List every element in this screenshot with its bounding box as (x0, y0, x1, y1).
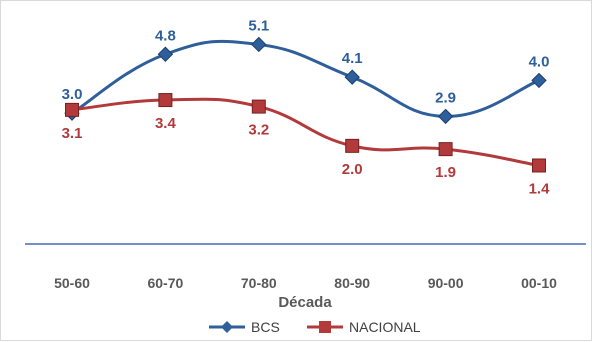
legend-label-bcs: BCS (251, 319, 280, 335)
legend-marker-square-icon (319, 321, 331, 333)
data-point-bcs (344, 69, 360, 85)
x-tick-label: 50-60 (54, 275, 90, 291)
data-label-nacional: 3.4 (155, 115, 177, 132)
x-tick-label: 90-00 (428, 275, 464, 291)
series-line-nacional (71, 97, 540, 167)
legend: BCS NACIONAL (209, 319, 421, 335)
data-point-bcs (531, 72, 547, 89)
data-label-bcs: 3.0 (62, 86, 83, 103)
data-label-nacional: 2.0 (342, 161, 363, 178)
data-point-nacional (438, 142, 453, 157)
data-label-bcs: 4.8 (155, 27, 176, 44)
data-point-nacional (251, 99, 266, 114)
data-label-nacional: 1.9 (435, 164, 456, 181)
data-label-nacional: 3.1 (62, 125, 83, 142)
data-label-nacional: 3.2 (248, 122, 269, 139)
series-line-bcs (71, 39, 540, 118)
x-tick-label: 70-80 (241, 275, 277, 291)
data-point-nacional (65, 102, 79, 117)
series-layer (64, 36, 547, 173)
data-label-bcs: 2.9 (435, 89, 456, 106)
data-label-bcs: 4.1 (342, 50, 363, 67)
data-label-bcs: 5.1 (248, 17, 269, 34)
x-tick-label: 80-90 (334, 275, 370, 291)
x-axis-title: Década (278, 294, 332, 311)
data-label-nacional: 1.4 (529, 180, 551, 197)
x-tick-label: 00-10 (521, 275, 557, 291)
data-point-nacional (158, 93, 173, 108)
data-point-nacional (532, 158, 546, 173)
data-point-bcs (251, 36, 267, 53)
data-point-nacional (345, 138, 360, 153)
data-label-bcs: 4.0 (529, 53, 550, 70)
x-tick-layer: 50-60 60-70 70-80 80-90 90-00 00-10 (54, 275, 557, 291)
data-point-bcs (437, 108, 454, 125)
x-tick-label: 60-70 (147, 275, 183, 291)
data-point-bcs (157, 46, 174, 62)
data-label-layer: 3.0 4.8 5.1 4.1 2.9 4.0 3.1 3.4 3.2 2.0 1.9 1.4 (62, 17, 551, 197)
legend-label-nacional: NACIONAL (349, 319, 421, 335)
legend-marker-diamond-icon (221, 321, 233, 333)
